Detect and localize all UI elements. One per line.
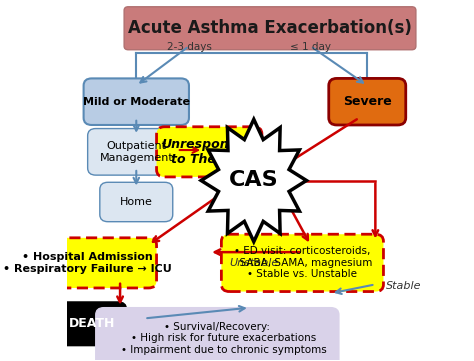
FancyBboxPatch shape bbox=[124, 7, 416, 50]
FancyBboxPatch shape bbox=[57, 302, 126, 345]
Text: • ED visit: corticosteroids,
  SABA, SAMA, magnesium
• Stable vs. Unstable: • ED visit: corticosteroids, SABA, SAMA,… bbox=[233, 246, 372, 279]
Text: Home: Home bbox=[120, 197, 153, 207]
FancyBboxPatch shape bbox=[156, 127, 262, 177]
Text: Unstable: Unstable bbox=[229, 257, 278, 268]
FancyBboxPatch shape bbox=[100, 182, 173, 222]
FancyBboxPatch shape bbox=[329, 78, 406, 125]
FancyBboxPatch shape bbox=[19, 238, 156, 288]
Text: Unresponsive
to Therapy: Unresponsive to Therapy bbox=[161, 138, 257, 166]
FancyBboxPatch shape bbox=[96, 308, 339, 361]
FancyBboxPatch shape bbox=[221, 234, 383, 292]
Text: Acute Asthma Exacerbation(s): Acute Asthma Exacerbation(s) bbox=[128, 19, 412, 37]
Text: Outpatient
Management: Outpatient Management bbox=[100, 141, 173, 163]
FancyBboxPatch shape bbox=[88, 129, 185, 175]
Polygon shape bbox=[201, 119, 307, 242]
Text: Severe: Severe bbox=[343, 95, 392, 108]
Text: • Hospital Admission
• Respiratory Failure → ICU: • Hospital Admission • Respiratory Failu… bbox=[3, 252, 172, 274]
Text: Stable: Stable bbox=[385, 281, 421, 291]
FancyBboxPatch shape bbox=[83, 78, 189, 125]
Text: • Survival/Recovery:
    • High risk for future exacerbations
    • Impairment d: • Survival/Recovery: • High risk for fut… bbox=[108, 322, 327, 355]
Text: ≤ 1 day: ≤ 1 day bbox=[290, 42, 331, 52]
Text: DEATH: DEATH bbox=[69, 317, 115, 330]
Text: CAS: CAS bbox=[229, 170, 279, 191]
Text: Mild or Moderate: Mild or Moderate bbox=[83, 97, 190, 107]
Text: 2-3 days: 2-3 days bbox=[166, 42, 211, 52]
